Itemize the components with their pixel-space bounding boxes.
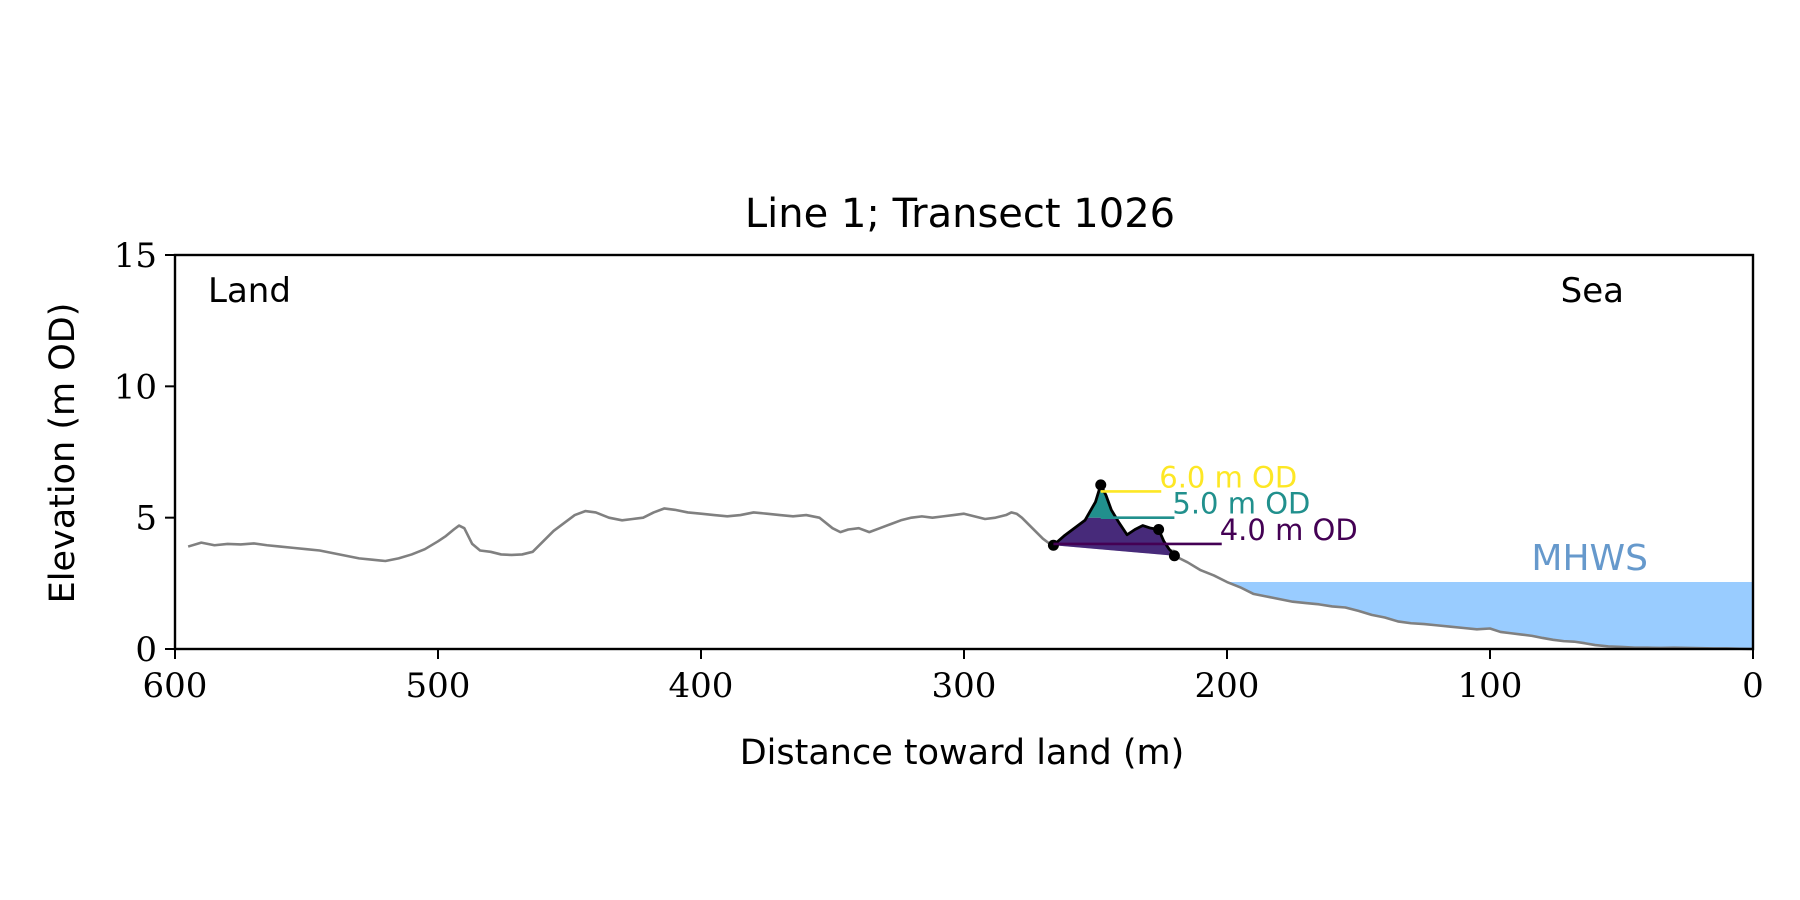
- dune-volume-band-1: [1053, 517, 1175, 556]
- threshold-layer: 6.0 m OD5.0 m OD4.0 m OD: [1053, 460, 1358, 547]
- x-axis-label: Distance toward land (m): [740, 733, 1185, 773]
- y-axis-label: Elevation (m OD): [43, 303, 83, 604]
- fill-layer: [1053, 545, 1753, 649]
- profile-line-sea: [1173, 554, 1754, 651]
- x-tick-label: 300: [932, 666, 997, 706]
- axes-layer: 600 500 400 300 200 100 0 0 5 10 15: [114, 236, 1764, 706]
- dune-key-point-2: [1168, 550, 1180, 562]
- y-tick-label: 0: [135, 630, 157, 670]
- chart-title: Line 1; Transect 1026: [745, 191, 1175, 237]
- threshold-label-3: 4.0 m OD: [1220, 513, 1358, 547]
- y-tick-label: 5: [135, 499, 157, 539]
- corner-label-sea: Sea: [1561, 271, 1624, 311]
- threshold-label-1: 6.0 m OD: [1159, 460, 1297, 494]
- dune-key-point-3: [1095, 479, 1107, 491]
- x-tick-label: 200: [1195, 666, 1260, 706]
- mhws-label: MHWS: [1531, 538, 1648, 579]
- corner-label-land: Land: [208, 271, 291, 311]
- x-tick-label: 0: [1742, 666, 1764, 706]
- threshold-label-2: 5.0 m OD: [1172, 487, 1310, 521]
- dune-key-point-4: [1153, 523, 1165, 535]
- x-tick-label: 600: [143, 666, 208, 706]
- x-tick-label: 500: [406, 666, 471, 706]
- x-tick-label: 100: [1458, 666, 1523, 706]
- profile-line-land: [187, 507, 1055, 563]
- dune-key-point-1: [1047, 539, 1059, 551]
- x-tick-label: 400: [669, 666, 734, 706]
- line-layer: [187, 507, 1754, 651]
- mhws-water-fill: [1227, 582, 1753, 649]
- y-tick-label: 10: [114, 367, 157, 407]
- y-tick-label: 15: [114, 236, 157, 276]
